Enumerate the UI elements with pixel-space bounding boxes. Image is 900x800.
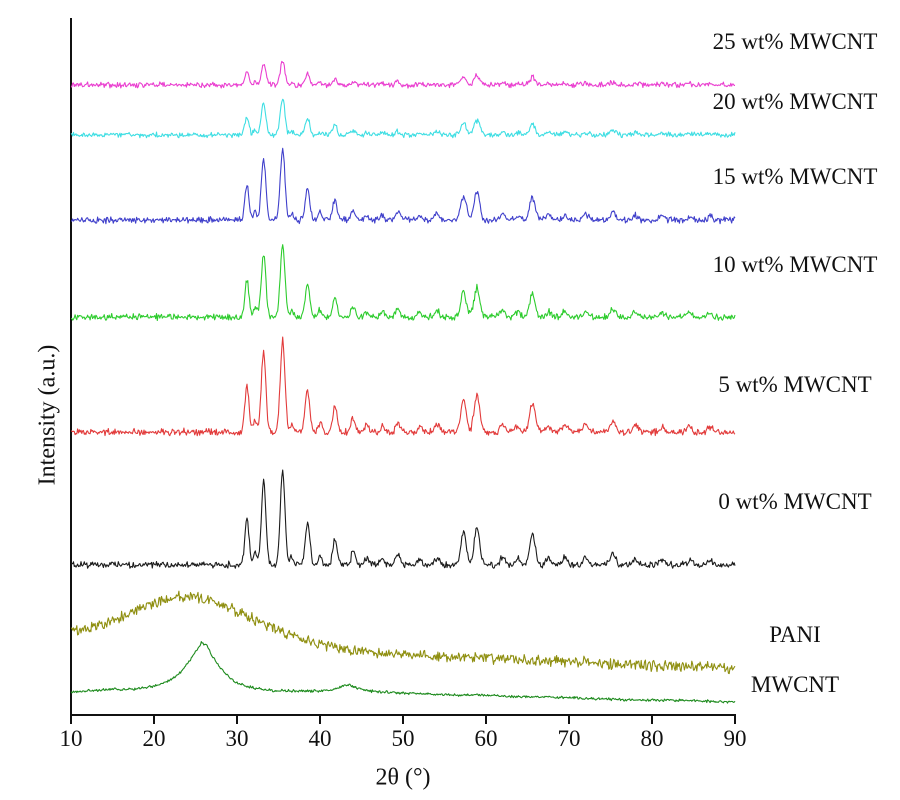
x-tick-label-40: 40	[309, 726, 332, 751]
series-label-20wt: 20 wt% MWCNT	[712, 89, 878, 114]
trace-mwcnt-20wt	[70, 98, 736, 139]
x-tick-label-70: 70	[558, 726, 581, 751]
series-label-mwcnt: MWCNT	[750, 672, 840, 697]
series-label-25wt: 25 wt% MWCNT	[712, 29, 878, 54]
y-axis-title: Intensity (a.u.)	[34, 344, 61, 486]
series-label-0wt: 0 wt% MWCNT	[718, 489, 872, 514]
trace-pani	[70, 590, 736, 675]
x-tick-label-30: 30	[226, 726, 249, 751]
x-tick-label-50: 50	[392, 726, 415, 751]
series-label-10wt: 10 wt% MWCNT	[712, 252, 878, 277]
x-tick-label-80: 80	[641, 726, 664, 751]
trace-mwcnt-pure	[70, 641, 736, 704]
trace-mwcnt-0wt	[70, 469, 736, 569]
trace-mwcnt-25wt	[70, 60, 735, 89]
series-label-pani: PANI	[769, 622, 821, 647]
trace-mwcnt-5wt	[70, 336, 736, 437]
series-label-15wt: 15 wt% MWCNT	[712, 164, 878, 189]
trace-mwcnt-10wt	[70, 244, 736, 322]
x-tick-label-20: 20	[143, 726, 166, 751]
x-tick-label-60: 60	[475, 726, 498, 751]
x-axis-title: 2θ (°)	[375, 764, 431, 791]
series-label-5wt: 5 wt% MWCNT	[718, 372, 872, 397]
trace-mwcnt-15wt	[70, 147, 736, 225]
x-tick-label-90: 90	[724, 726, 747, 751]
x-tick-label-10: 10	[60, 726, 83, 751]
